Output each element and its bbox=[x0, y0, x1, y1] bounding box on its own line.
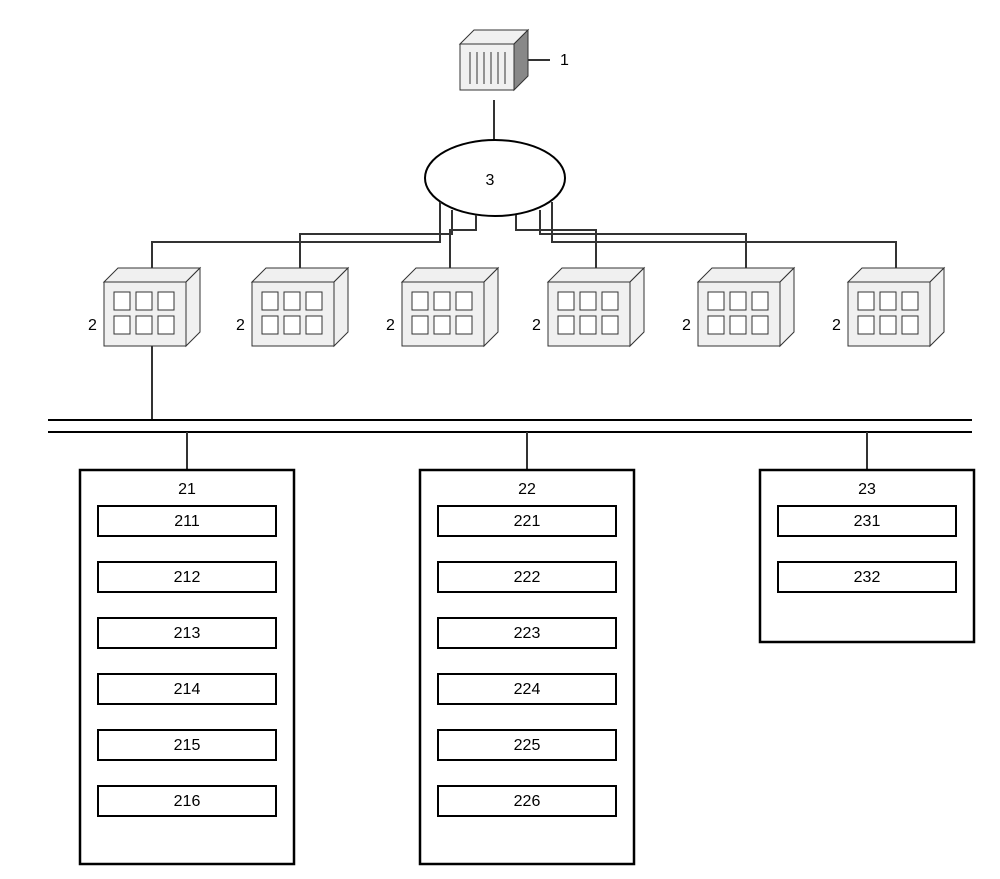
building-label: 2 bbox=[236, 317, 245, 334]
stack-item-label: 216 bbox=[174, 793, 201, 810]
stack-item-label: 211 bbox=[174, 513, 200, 530]
diagram-canvas: 1322222221211212213214215216222212222232… bbox=[0, 0, 1000, 879]
server-node: 1 bbox=[460, 30, 569, 90]
stack-item-label: 221 bbox=[514, 513, 541, 530]
stack-21: 21 211 212 213 214 215 216 bbox=[80, 470, 294, 864]
stack-22: 22 221 222 223 224 225 226 bbox=[420, 470, 634, 864]
stack-item-label: 232 bbox=[854, 569, 881, 586]
stack-item-label: 213 bbox=[174, 625, 201, 642]
stack-title: 21 bbox=[178, 481, 196, 498]
server-label: 1 bbox=[560, 52, 569, 69]
stack-item-label: 223 bbox=[514, 625, 541, 642]
building-label: 2 bbox=[88, 317, 97, 334]
building-label: 2 bbox=[832, 317, 841, 334]
stack-item-label: 212 bbox=[174, 569, 201, 586]
stack-title: 22 bbox=[518, 481, 536, 498]
stack-item-label: 225 bbox=[514, 737, 541, 754]
building-label: 2 bbox=[532, 317, 541, 334]
stack-item-label: 222 bbox=[514, 569, 541, 586]
hub-node bbox=[425, 140, 565, 216]
link-hub-building bbox=[540, 210, 746, 268]
stack-item-label: 215 bbox=[174, 737, 201, 754]
link-hub-building bbox=[300, 210, 452, 268]
stack-title: 23 bbox=[858, 481, 876, 498]
stack-item-label: 226 bbox=[514, 793, 541, 810]
hub-label: 3 bbox=[486, 172, 495, 189]
stack-item-label: 231 bbox=[854, 513, 881, 530]
building-label: 2 bbox=[386, 317, 395, 334]
stack-23: 23 231 232 bbox=[760, 470, 974, 642]
stack-item-label: 224 bbox=[514, 681, 541, 698]
stack-item-label: 214 bbox=[174, 681, 201, 698]
building-label: 2 bbox=[682, 317, 691, 334]
link-hub-building bbox=[450, 215, 476, 268]
